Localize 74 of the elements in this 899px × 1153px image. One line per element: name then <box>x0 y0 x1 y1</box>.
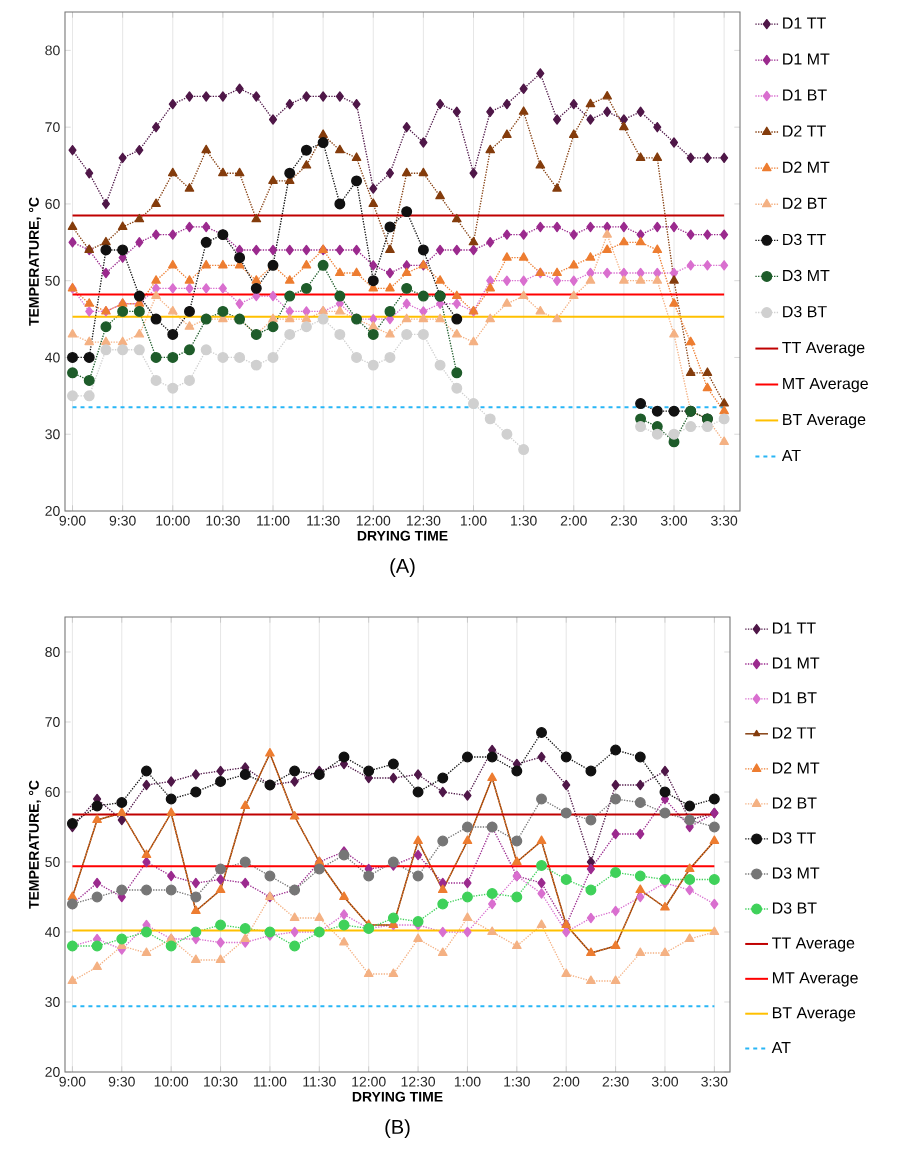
legend-label: BT Average <box>772 1007 856 1022</box>
x-tick-label: 10:30 <box>204 1076 238 1087</box>
legend-label: AT <box>781 449 801 461</box>
x-tick-label: 12:30 <box>406 515 441 526</box>
legend-label: D3 TT <box>772 832 816 844</box>
x-tick-label: 12:00 <box>356 515 391 526</box>
y-tick-label: 70 <box>45 122 60 133</box>
legend-label: D3 MT <box>772 867 820 879</box>
y-tick-label: 50 <box>45 857 60 867</box>
y-tick-label: 40 <box>45 927 60 937</box>
x-tick-label: 11:00 <box>254 1076 287 1087</box>
legend-label: MT Average <box>783 378 868 393</box>
legend-label: D1 TT <box>783 17 826 29</box>
y-tick-label: 40 <box>45 352 60 363</box>
y-axis-title: TEMPERATURE, °C <box>28 197 41 326</box>
x-tick-label: 2:30 <box>602 1076 629 1087</box>
y-tick-label: 60 <box>45 787 60 797</box>
legend-label: D2 BT <box>783 197 827 209</box>
y-tick-label: 80 <box>45 647 60 657</box>
legend-label: D2 TT <box>783 125 826 137</box>
legend-label: D1 MT <box>772 657 820 669</box>
y-tick-label: 20 <box>45 1067 60 1077</box>
x-tick-label: 9:30 <box>109 515 136 526</box>
legend-label: TT Average <box>772 937 855 952</box>
x-tick-label: 1:30 <box>504 1076 530 1087</box>
legend-label: D3 BT <box>783 305 827 318</box>
y-tick-label: 20 <box>45 506 60 516</box>
legend-label: BT Average <box>783 413 866 429</box>
legend-label: D2 MT <box>783 161 830 173</box>
legend-label: TT Average <box>782 342 865 357</box>
legend-label: MT Average <box>772 972 858 987</box>
y-tick-label: 60 <box>45 198 60 209</box>
x-tick-label: 9:00 <box>59 515 86 526</box>
x-tick-label: 2:00 <box>560 515 587 526</box>
legend-label: D1 TT <box>772 622 816 634</box>
legend-label: D3 MT <box>783 269 830 282</box>
legend-label: D1 BT <box>772 692 817 704</box>
text: (A) <box>390 558 415 577</box>
x-tick-label: 11:30 <box>307 515 340 526</box>
x-tick-label: 10:00 <box>156 515 190 526</box>
y-tick-label: 70 <box>45 717 60 727</box>
x-tick-label: 1:00 <box>454 1076 481 1087</box>
x-tick-label: 12:00 <box>352 1076 386 1087</box>
x-tick-label: 1:00 <box>460 515 487 526</box>
legend-label: D2 BT <box>772 797 817 809</box>
x-tick-label: 9:00 <box>59 1076 86 1087</box>
text: (B) <box>385 1119 410 1138</box>
legend-label: D3 TT <box>783 233 826 246</box>
x-tick-label: 9:30 <box>108 1076 135 1087</box>
x-tick-label: 3:30 <box>701 1076 728 1087</box>
x-axis-title: DRYING TIME <box>357 530 448 541</box>
y-tick-label: 30 <box>45 997 60 1007</box>
x-tick-label: 12:30 <box>401 1076 436 1087</box>
x-axis-title: DRYING TIME <box>352 1091 443 1102</box>
legend-label: D1 MT <box>783 53 830 65</box>
x-tick-label: 10:30 <box>206 515 240 526</box>
legend-label: D1 BT <box>783 89 827 101</box>
y-tick-label: 50 <box>45 275 60 286</box>
y-tick-label: 30 <box>45 429 60 440</box>
x-tick-label: 11:00 <box>257 515 290 526</box>
y-tick-label: 80 <box>45 45 60 56</box>
x-tick-label: 3:00 <box>660 515 688 526</box>
x-tick-label: 3:30 <box>711 515 738 526</box>
legend-label: D2 TT <box>772 727 816 739</box>
x-tick-label: 10:00 <box>154 1076 189 1087</box>
x-tick-label: 2:00 <box>553 1076 580 1087</box>
x-tick-label: 3:00 <box>651 1076 679 1087</box>
x-tick-label: 11:30 <box>303 1076 336 1087</box>
legend-label: AT <box>771 1042 791 1054</box>
legend-label: D3 BT <box>772 902 817 914</box>
x-tick-label: 1:30 <box>511 515 537 526</box>
y-axis-title: TEMPERATURE, °C <box>28 780 41 909</box>
x-tick-label: 2:30 <box>610 515 637 526</box>
legend-label: D2 MT <box>772 762 820 774</box>
